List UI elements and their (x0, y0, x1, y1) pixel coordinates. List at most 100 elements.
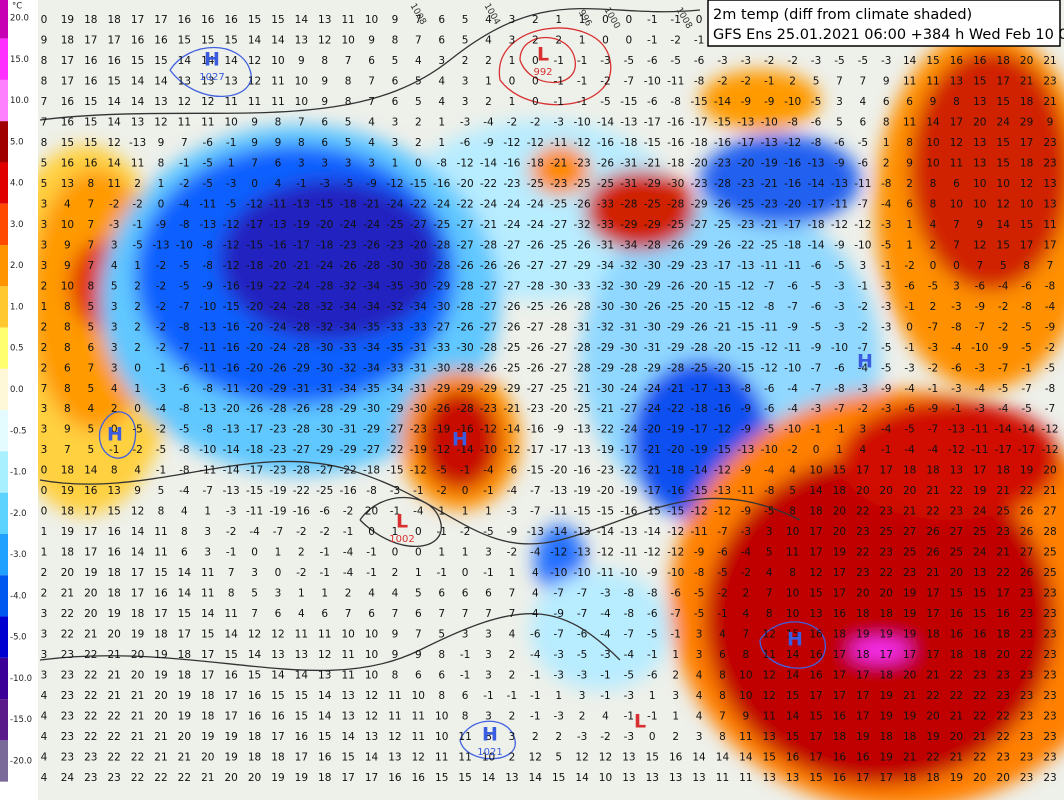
grid-value: 4 (438, 96, 445, 108)
grid-value: -26 (644, 301, 661, 313)
grid-value: 10 (482, 752, 495, 764)
grid-value: -4 (413, 506, 424, 518)
grid-value: -15 (737, 342, 754, 354)
grid-value: 2 (41, 588, 48, 600)
grid-value: 18 (997, 465, 1010, 477)
grid-value: 10 (739, 690, 752, 702)
grid-value: -12 (246, 198, 263, 210)
grid-value: -17 (246, 219, 263, 231)
grid-value: 20 (950, 567, 963, 579)
grid-value: -26 (527, 239, 544, 251)
grid-value: -1 (600, 690, 610, 702)
grid-value: -16 (714, 137, 731, 149)
grid-value: -13 (620, 116, 637, 128)
grid-value: 16 (856, 752, 870, 764)
grid-value: -2 (179, 178, 189, 190)
grid-value: -5 (179, 280, 189, 292)
grid-value: 17 (856, 465, 869, 477)
grid-value: -14 (457, 444, 474, 456)
grid-value: 13 (692, 772, 705, 784)
grid-value: 16 (833, 608, 847, 620)
grid-value: -10 (574, 567, 591, 579)
grid-value: -23 (480, 403, 497, 415)
grid-value: 23 (1043, 75, 1056, 87)
grid-value: 8 (228, 588, 235, 600)
grid-value: -29 (574, 260, 591, 272)
grid-value: -12 (714, 465, 731, 477)
grid-value: -1 (507, 690, 517, 702)
grid-value: -16 (433, 178, 450, 190)
grid-value: 19 (295, 772, 308, 784)
grid-value: -5 (132, 239, 142, 251)
grid-value: -1 (647, 711, 657, 723)
grid-value: 8 (298, 137, 305, 149)
grid-value: 8 (392, 670, 399, 682)
grid-value: 18 (856, 608, 869, 620)
grid-value: -5 (998, 383, 1008, 395)
grid-value: 1 (509, 96, 516, 108)
grid-value: 1 (415, 567, 422, 579)
grid-value: 14 (529, 772, 543, 784)
grid-value: -11 (199, 465, 216, 477)
grid-value: 12 (763, 670, 776, 682)
grid-value: 4 (930, 219, 937, 231)
grid-value: -27 (620, 403, 637, 415)
grid-value: -4 (904, 444, 915, 456)
grid-value: 3 (111, 362, 118, 374)
grid-value: -16 (527, 424, 544, 436)
grid-value: -13 (807, 157, 824, 169)
grid-value: -7 (764, 280, 774, 292)
grid-value: -24 (527, 219, 544, 231)
grid-value: 17 (950, 116, 963, 128)
grid-value: -2 (998, 301, 1008, 313)
grid-value: 2 (298, 547, 305, 559)
grid-value: 15 (84, 137, 97, 149)
grid-value: -17 (644, 116, 661, 128)
grid-value: 22 (856, 547, 869, 559)
grid-value: 20 (833, 506, 846, 518)
grid-value: -3 (858, 383, 868, 395)
grid-value: 15 (997, 157, 1010, 169)
grid-value: 17 (271, 731, 284, 743)
grid-value: 13 (178, 75, 191, 87)
grid-value: -3 (904, 362, 914, 374)
grid-value: 0 (415, 526, 422, 538)
grid-value: -28 (620, 198, 637, 210)
grid-value: -11 (971, 424, 988, 436)
grid-value: -2 (998, 321, 1008, 333)
grid-value: -14 (597, 526, 614, 538)
grid-value: 6 (462, 588, 469, 600)
grid-value: -8 (1021, 301, 1031, 313)
grid-value: 23 (856, 567, 869, 579)
grid-value: 5 (87, 301, 94, 313)
grid-value: -30 (620, 342, 637, 354)
grid-value: 2 (345, 588, 352, 600)
grid-value: 14 (716, 752, 730, 764)
grid-value: 15 (973, 588, 986, 600)
grid-value: -28 (550, 321, 567, 333)
grid-value: -24 (386, 198, 403, 210)
grid-value: 11 (248, 96, 261, 108)
grid-value: 20 (178, 731, 191, 743)
grid-value: -2 (600, 731, 610, 743)
grid-value: -29 (690, 198, 707, 210)
grid-value: -24 (480, 198, 497, 210)
grid-value: -16 (340, 485, 357, 497)
subtitle-line: GFS Ens 25.01.2021 06:00 +384 h Wed Feb … (713, 27, 1064, 43)
grid-value: -12 (480, 424, 497, 436)
grid-value: -12 (714, 424, 731, 436)
grid-value: 1 (298, 588, 305, 600)
grid-value: 1 (41, 547, 48, 559)
grid-value: -2 (928, 362, 938, 374)
pressure-value: 992 (533, 67, 552, 78)
grid-value: 11 (201, 567, 214, 579)
grid-value: 7 (415, 14, 422, 26)
grid-value: 10 (786, 526, 799, 538)
grid-value: 20 (903, 670, 916, 682)
grid-value: -11 (597, 567, 614, 579)
grid-value: -10 (761, 116, 778, 128)
grid-value: -28 (316, 403, 333, 415)
grid-value: 13 (341, 690, 354, 702)
grid-value: -10 (784, 362, 801, 374)
grid-value: 9 (298, 55, 305, 67)
